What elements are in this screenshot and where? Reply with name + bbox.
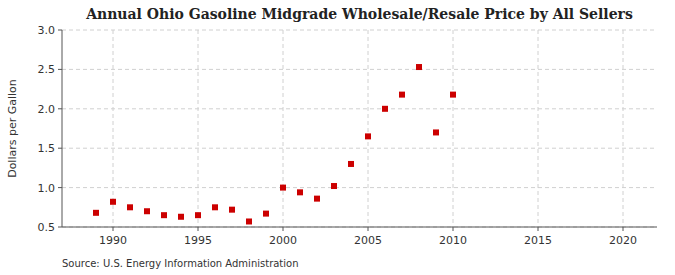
tick-label: 2.5 [38, 63, 56, 76]
point [212, 204, 218, 210]
point [161, 212, 167, 218]
tick-mark [58, 108, 62, 109]
points [93, 64, 456, 224]
tick-label: 2000 [269, 234, 297, 247]
point [433, 129, 439, 135]
grid-line [62, 69, 657, 70]
point [331, 183, 337, 189]
point [110, 199, 116, 205]
tick-mark [283, 227, 284, 231]
grid-line [198, 30, 199, 227]
grid-line [538, 30, 539, 227]
tick-mark [58, 30, 62, 31]
tick-label: 1.5 [38, 142, 56, 155]
x-axis-line [62, 227, 657, 228]
point [297, 189, 303, 195]
grid-line [62, 108, 657, 109]
tick-label: 0.5 [38, 221, 56, 234]
tick-mark [453, 227, 454, 231]
point [348, 161, 354, 167]
point [280, 185, 286, 191]
chart: 0.5 1.0 1.5 2.0 2.5 3.0 1990 1995 2000 2005 2010 20… [0, 0, 675, 275]
tick-label: 1990 [99, 234, 127, 247]
point [195, 212, 201, 218]
tick-mark [198, 227, 199, 231]
grid-line [283, 30, 284, 227]
tick-mark [58, 227, 62, 228]
tick-label: 2015 [524, 234, 552, 247]
tick-label: 2005 [354, 234, 382, 247]
tick-label: 2010 [439, 234, 467, 247]
point [450, 92, 456, 98]
tick-mark [368, 227, 369, 231]
title: Annual Ohio Gasoline Midgrade Wholesale/… [85, 6, 633, 22]
grid [62, 30, 657, 227]
point [246, 218, 252, 224]
tick-label: 1.0 [38, 182, 56, 195]
y-axis-line [62, 30, 63, 227]
point [178, 214, 184, 220]
point [399, 92, 405, 98]
tick-label: 2020 [609, 234, 637, 247]
tick-mark [58, 187, 62, 188]
grid-line [623, 30, 624, 227]
point [365, 133, 371, 139]
y-axis-label: Dollars per Gallon [6, 79, 19, 178]
point [127, 204, 133, 210]
annotation: Source: U.S. Energy Information Administ… [62, 258, 299, 269]
point [93, 210, 99, 216]
grid-line [368, 30, 369, 227]
tick-label: 1995 [184, 234, 212, 247]
tick-mark [113, 227, 114, 231]
point [314, 196, 320, 202]
grid-line [453, 30, 454, 227]
point [144, 208, 150, 214]
grid-line [62, 30, 657, 31]
tick-label: 3.0 [38, 24, 56, 37]
tick-mark [623, 227, 624, 231]
tick-mark [538, 227, 539, 231]
grid-line [113, 30, 114, 227]
axes: 0.5 1.0 1.5 2.0 2.5 3.0 1990 1995 2000 2005 2010 20… [38, 24, 658, 247]
tick-mark [58, 69, 62, 70]
point [263, 211, 269, 217]
tick-mark [58, 148, 62, 149]
grid-line [62, 227, 657, 228]
grid-line [62, 187, 657, 188]
point [382, 106, 388, 112]
point [229, 207, 235, 213]
point [416, 64, 422, 70]
grid-line [62, 148, 657, 149]
tick-label: 2.0 [38, 103, 56, 116]
